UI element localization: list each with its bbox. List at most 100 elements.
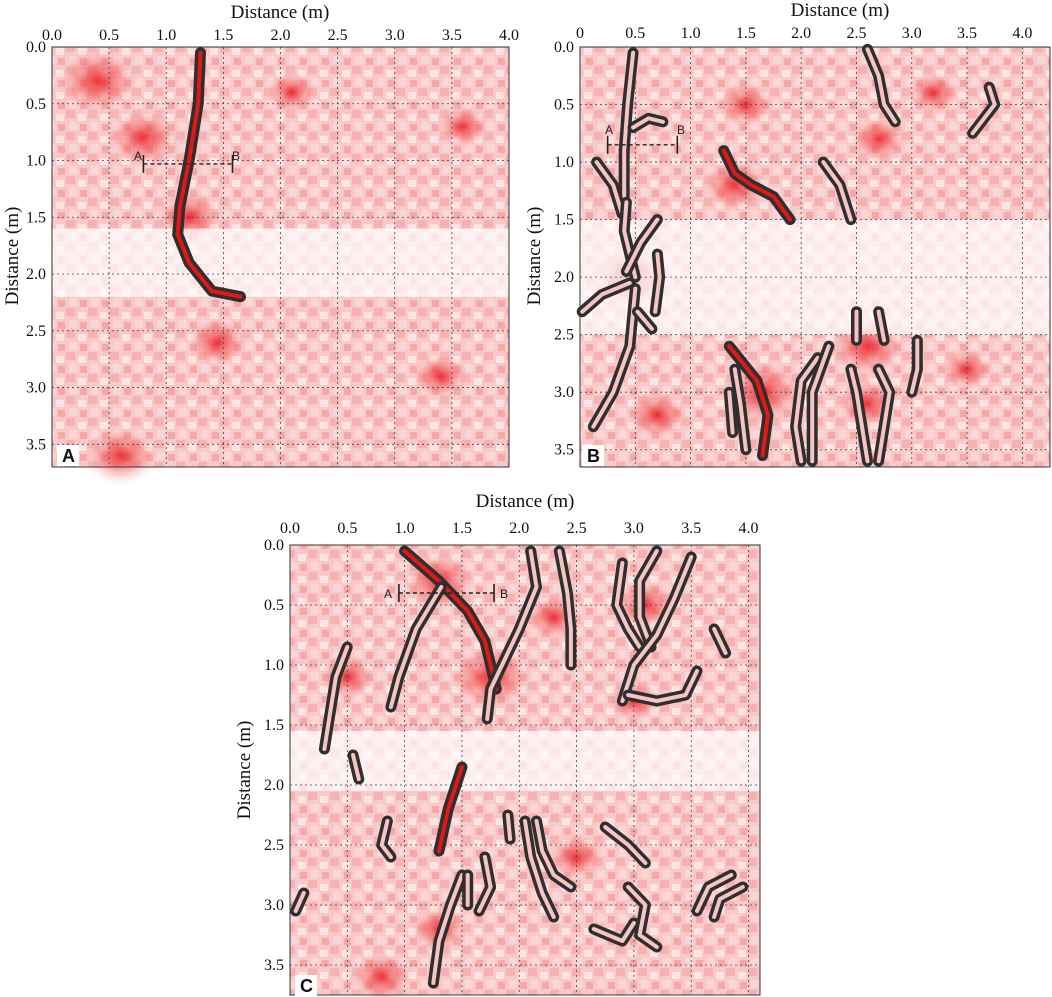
x-tick-label: 2.5 [567, 520, 587, 537]
panel-b-overlay: 0 0.5 1.0 1.5 2.0 2.5 3.0 3.5 4.0 0.0 0.5 1.0 1.5 2.0… [554, 25, 1051, 468]
anomaly-core [614, 561, 642, 649]
x-tick-label: 4.0 [739, 520, 759, 537]
anomaly-core [351, 753, 361, 781]
y-tick-label: 1.0 [264, 657, 284, 674]
panel-a-hotspot [102, 105, 184, 171]
panel-b-profile-label-b: B [677, 123, 685, 137]
y-tick-label: 1.0 [554, 154, 574, 171]
anomaly-core [626, 669, 699, 703]
x-tick-label: 3.0 [624, 520, 644, 537]
panel-c-profile-label-a: A [384, 587, 392, 601]
anomaly-core [175, 50, 243, 299]
anomaly-core [876, 367, 892, 464]
anomaly-core [810, 344, 831, 464]
panel-c-y-axis-title: Distance (m) [234, 721, 255, 820]
anomaly-core [712, 627, 728, 655]
anomaly-core [909, 338, 920, 395]
x-tick-label: 3.5 [681, 520, 701, 537]
anomaly-core [635, 309, 654, 331]
panel-letter-box [295, 975, 317, 996]
panel-b-hotspot [622, 387, 693, 444]
panel-b-frame [579, 46, 1051, 468]
x-tick-label: 1.0 [681, 25, 701, 42]
x-tick-label: 0.0 [280, 520, 300, 537]
panel-b-hotspot [937, 345, 997, 393]
panel-c-x-axis-title: Distance (m) [476, 491, 575, 512]
anomaly-core [379, 819, 393, 859]
panel-c-pale-band [290, 731, 760, 791]
panel-c-overlay: 0.0 0.5 1.0 1.5 2.0 2.5 3.0 3.5 4.0 0.0 0.5 1.0 1.5 2… [264, 520, 761, 997]
panel-a-hotspot [434, 103, 493, 150]
panel-a-letter: A [62, 446, 75, 466]
anomaly-core [653, 252, 662, 314]
anomaly-core [322, 645, 350, 751]
anomaly-core [626, 885, 659, 949]
y-tick-label: 2.5 [264, 837, 284, 854]
y-tick-label: 0.0 [264, 537, 284, 554]
panel-a-hotspot [408, 350, 473, 402]
anomaly-core [620, 555, 694, 703]
anomaly-core [637, 549, 659, 649]
panel-c-hotspot [346, 949, 417, 997]
anomaly-core [821, 160, 853, 222]
x-tick-label: 1.5 [213, 27, 233, 44]
panel-a-y-axis-title: Distance (m) [2, 207, 23, 306]
anomaly-core [437, 765, 464, 853]
anomaly-core [876, 309, 887, 343]
x-tick-label: 2.5 [846, 25, 866, 42]
panel-a-overlay: 0.0 0.5 1.0 1.5 2.0 2.5 3.0 3.5 4.0 0.0 0.5 1.0 1.5 2… [26, 27, 519, 488]
panel-letter-box [582, 445, 604, 466]
x-tick-label: 0.5 [625, 25, 645, 42]
panel-c: 0.0 0.5 1.0 1.5 2.0 2.5 3.0 3.5 4.0 0.0 0.5 1.0 1.5 2… [234, 491, 761, 997]
y-tick-label: 1.5 [554, 212, 574, 229]
y-tick-label: 0.0 [554, 39, 574, 56]
y-tick-label: 1.5 [26, 209, 46, 226]
anomaly-core [580, 280, 632, 314]
anomaly-core [865, 47, 898, 124]
y-tick-label: 3.5 [264, 957, 284, 974]
anomaly-core [793, 355, 820, 464]
panel-b-x-axis-title: Distance (m) [791, 0, 890, 21]
y-tick-label: 1.5 [264, 717, 284, 734]
anomaly-core [505, 813, 513, 841]
anomaly-core [293, 891, 306, 913]
anomaly-core [431, 873, 464, 985]
panel-c-frame [289, 544, 761, 996]
anomaly-core [721, 148, 793, 222]
panel-a-x-axis-title: Distance (m) [231, 2, 330, 23]
panel-b-hotspot [904, 69, 964, 117]
anomaly-core [631, 116, 665, 130]
anomaly-core [485, 549, 539, 721]
x-tick-label: 1.0 [395, 520, 415, 537]
panel-b-y-axis-title: Distance (m) [524, 207, 545, 306]
x-tick-label: 1.5 [736, 25, 756, 42]
anomaly-core [388, 585, 444, 709]
anomaly-core [848, 367, 870, 464]
x-tick-label: 2.0 [509, 520, 529, 537]
anomaly-core [594, 160, 624, 216]
y-tick-label: 2.5 [26, 323, 46, 340]
y-tick-label: 3.0 [26, 380, 46, 397]
y-tick-label: 3.0 [264, 897, 284, 914]
x-tick-label: 1.0 [156, 27, 176, 44]
panel-letter-box [57, 445, 79, 466]
panel-a-hotspot [51, 44, 144, 118]
anomaly-core [591, 286, 638, 429]
anomaly-core [534, 819, 573, 889]
anomaly-core [970, 85, 997, 136]
anomaly-core [591, 921, 636, 943]
anomaly-core [557, 549, 573, 667]
x-tick-label: 4.0 [499, 27, 519, 44]
panel-a-hotspot [262, 69, 322, 116]
y-tick-label: 1.0 [26, 153, 46, 170]
anomaly-core [712, 885, 745, 919]
x-tick-label: 2.0 [271, 27, 291, 44]
panel-b-hotspot [846, 113, 911, 165]
x-tick-label: 3.5 [957, 25, 977, 42]
panel-b: 0 0.5 1.0 1.5 2.0 2.5 3.0 3.5 4.0 0.0 0.5 1.0 1.5 2.0… [524, 0, 1051, 468]
panel-a-hotspot [182, 314, 253, 370]
panel-a: 0.0 0.5 1.0 1.5 2.0 2.5 3.0 3.5 4.0 0.0 0.5 1.0 1.5 2… [2, 2, 519, 488]
x-tick-label: 0.5 [337, 520, 357, 537]
x-tick-label: 3.0 [902, 25, 922, 42]
